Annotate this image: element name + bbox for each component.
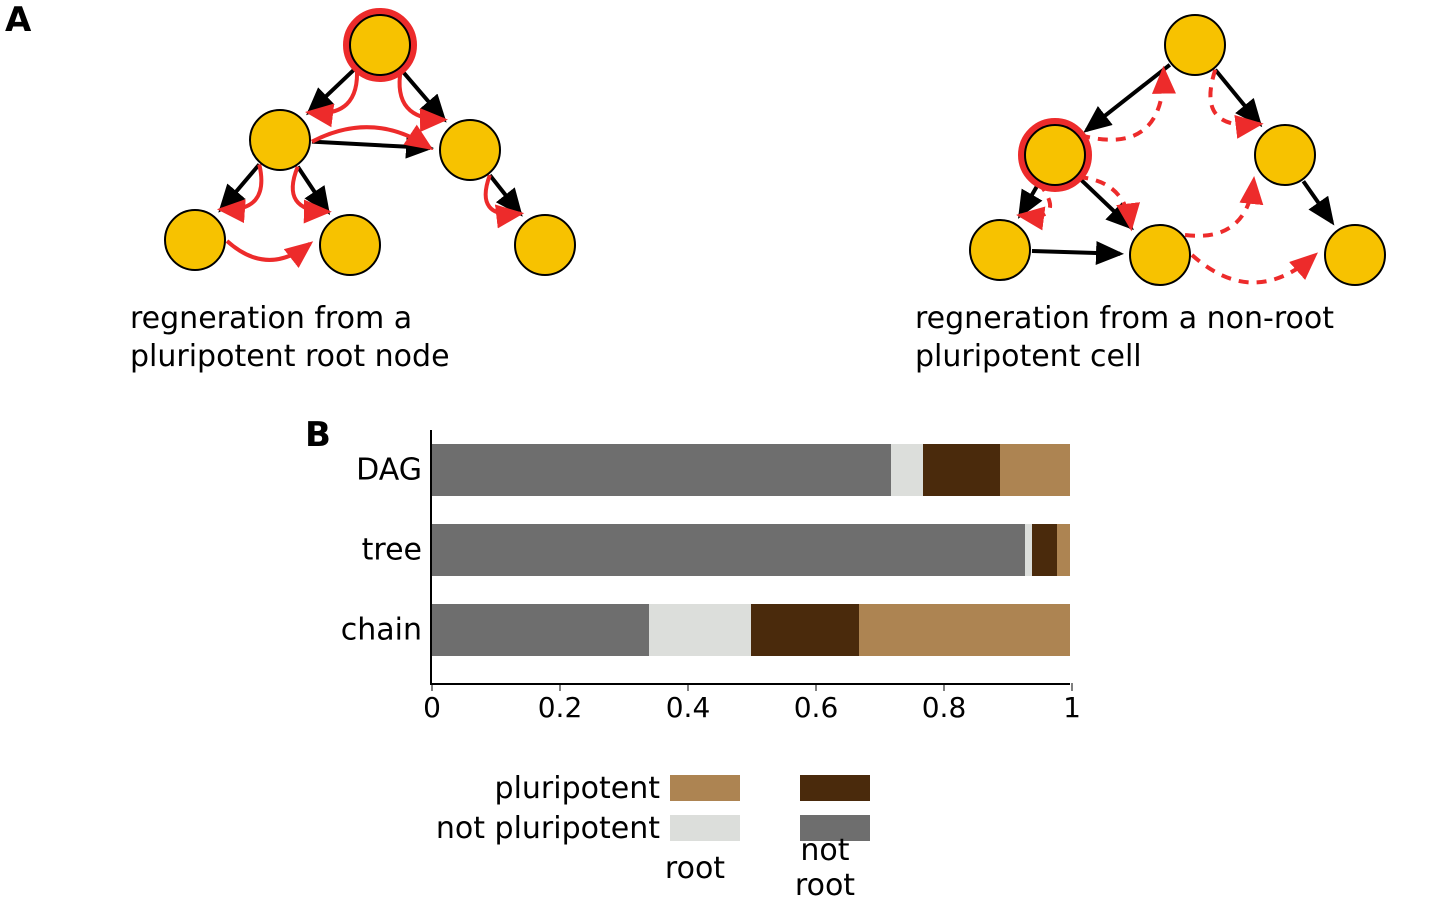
barchart-ylabel: tree (362, 533, 432, 568)
node (1325, 225, 1385, 285)
network-left-caption-line1: regneration from a (130, 301, 412, 336)
node (350, 15, 410, 75)
network-right (945, 5, 1425, 305)
network-right-caption: regneration from a non-root pluripotent … (915, 300, 1334, 375)
bar-segment (432, 444, 891, 496)
edge (401, 69, 444, 119)
bar-segment (432, 524, 1025, 576)
bar-segment (1057, 524, 1070, 576)
edge (1020, 183, 1039, 216)
bar-segment (923, 444, 1000, 496)
edge (1032, 251, 1120, 254)
barchart-xtick: 0 (423, 683, 441, 724)
node (1165, 15, 1225, 75)
bar-row (432, 524, 1070, 576)
node (1025, 125, 1085, 185)
legend-swatch (670, 815, 740, 841)
barchart-ylabel: DAG (356, 453, 432, 488)
edge (1215, 70, 1259, 124)
node (250, 110, 310, 170)
barchart-ylabel: chain (341, 613, 432, 648)
barchart-xtick: 0.2 (538, 683, 583, 724)
bar-segment (432, 604, 649, 656)
edge (1303, 181, 1332, 222)
barchart-xtick: 0.4 (666, 683, 711, 724)
barchart-xtick: 0.8 (922, 683, 967, 724)
legend-col-label: not root (785, 833, 865, 903)
red-edge (1185, 180, 1254, 236)
network-right-caption-line2: pluripotent cell (915, 339, 1142, 374)
edge (1086, 65, 1169, 131)
node (1255, 125, 1315, 185)
panel-label-b: B (305, 415, 331, 455)
network-left-caption-line2: pluripotent root node (130, 339, 450, 374)
legend: pluripotent not pluripotentrootnot root (430, 768, 1070, 888)
bar-segment (1000, 444, 1070, 496)
network-right-caption-line1: regneration from a non-root (915, 301, 1334, 336)
bar-segment (751, 604, 859, 656)
bar-row (432, 604, 1070, 656)
legend-row: pluripotent (430, 768, 1070, 808)
figure-root: A regneration from a pluripotent root no… (0, 0, 1440, 918)
bar-row (432, 444, 1070, 496)
bar-segment (649, 604, 751, 656)
bar-segment (1032, 524, 1058, 576)
node (1130, 225, 1190, 285)
bar-segment (859, 604, 1070, 656)
red-edge (1192, 255, 1315, 283)
barchart-xtick: 0.6 (794, 683, 839, 724)
legend-row-label: pluripotent (430, 771, 670, 806)
barchart-plot-area: DAGtreechain00.20.40.60.81 (430, 430, 1070, 685)
legend-col-labels: rootnot root (430, 848, 1070, 888)
barchart: DAGtreechain00.20.40.60.81 (430, 430, 1070, 685)
legend-swatch (800, 775, 870, 801)
node (320, 215, 380, 275)
bar-segment (891, 444, 923, 496)
panel-label-a: A (5, 0, 31, 40)
legend-row: not pluripotent (430, 808, 1070, 848)
edge (312, 142, 430, 148)
edge (490, 175, 520, 213)
network-left-caption: regneration from a pluripotent root node (130, 300, 450, 375)
node (165, 210, 225, 270)
network-left (150, 5, 610, 305)
red-edge (227, 241, 310, 260)
node (970, 220, 1030, 280)
barchart-xtick: 1 (1063, 683, 1081, 724)
legend-swatch (670, 775, 740, 801)
node (440, 120, 500, 180)
legend-col-label: root (655, 851, 735, 886)
node (515, 215, 575, 275)
legend-row-label: not pluripotent (430, 811, 670, 846)
edge (309, 67, 357, 112)
